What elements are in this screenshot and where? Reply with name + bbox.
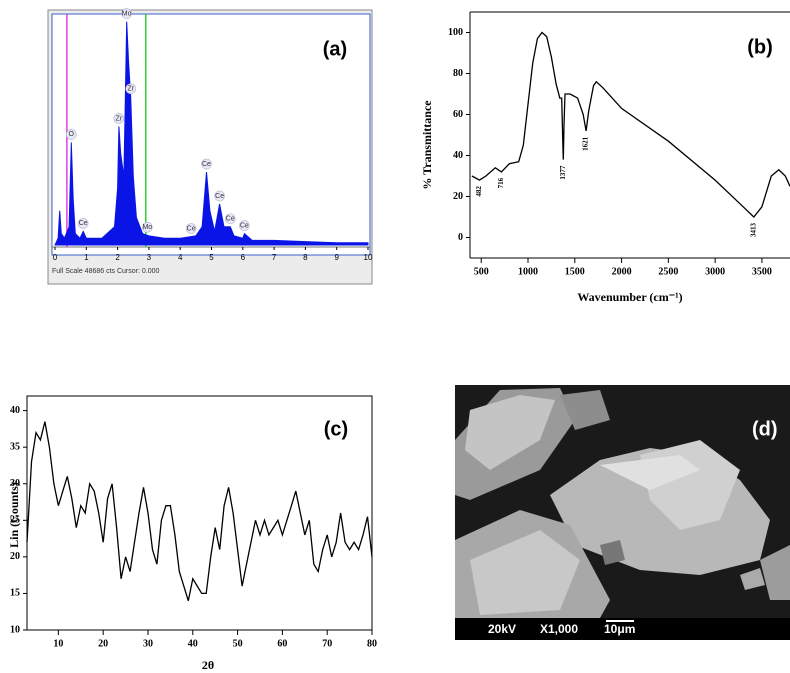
x-tick-label: 30 [143,638,153,649]
peak-label-bg [224,213,236,225]
x-tick-label: 2500 [658,266,678,277]
x-tick-label: 50 [233,638,243,649]
x-tick-label: 20 [98,638,108,649]
peak-annotation: 3413 [749,223,757,238]
sem-info: X1,000 [540,622,578,636]
peak-label-bg [113,113,125,124]
x-tick-label: 6 [241,253,246,262]
peak-label-bg [65,129,77,140]
peak-label-bg [214,190,225,202]
x-tick-label: 60 [277,638,287,649]
x-tick-label: 3500 [752,266,772,277]
y-tick-label: 25 [10,515,20,526]
x-tick-label: 7 [272,253,277,262]
peak-label: Zr [116,115,123,122]
x-axis-label: Wavenumber (cm⁻¹) [577,290,682,304]
x-tick-label: 10 [364,253,373,262]
peak-annotation: 716 [497,177,505,188]
y-tick-label: 40 [453,150,463,161]
peak-label-bg [125,83,137,95]
peak-label: Ce [240,222,249,229]
peak-label: O [69,131,75,138]
x-tick-label: 1000 [518,266,538,277]
data-line [26,421,373,601]
peak-label: Ce [187,225,196,232]
sem-particles [455,388,790,618]
x-tick-label: 4 [178,253,183,262]
sem-info: 20kV [488,622,516,636]
x-tick-label: 0 [53,253,58,262]
spectrum-area [54,21,369,246]
peak-label-bg [185,223,197,234]
y-tick-label: 20 [10,551,20,562]
y-tick-label: 40 [10,405,20,416]
y-tick-label: 35 [10,441,20,452]
x-tick-label: 10 [53,638,63,649]
panel-label: (a) [323,38,347,60]
peak-label-bg [77,218,89,229]
x-tick-label: 2 [115,253,120,262]
sem-info: 10μm [604,622,635,636]
x-tick-label: 5 [209,253,214,262]
peak-label: Mo [142,224,152,231]
y-tick-label: 10 [10,624,20,635]
y-tick-label: 100 [448,27,463,38]
x-tick-label: 80 [367,638,377,649]
y-tick-label: 20 [453,191,463,202]
x-tick-label: 8 [303,253,308,262]
peak-label: Ce [215,193,224,200]
edx-footer: Full Scale 48686 cts Cursor: 0.000 [52,268,159,275]
x-tick-label: 1500 [565,266,585,277]
axes-frame [26,395,373,631]
peak-label-bg [201,158,212,170]
y-axis-label: Lin (Counts) [7,482,21,548]
peak-label: Mo [122,10,132,17]
x-tick-label: 9 [334,253,339,262]
peak-annotation: 482 [475,186,483,197]
y-tick-label: 30 [10,478,20,489]
y-axis-label: % Transmittance [420,100,434,190]
y-tick-label: 15 [10,588,20,599]
panel-label: (c) [324,418,348,440]
x-tick-label: 3000 [705,266,725,277]
y-tick-label: 60 [453,109,463,120]
peak-annotation: 1377 [559,165,567,180]
x-tick-label: 2000 [612,266,632,277]
sem-info-bar [455,618,790,640]
peak-label-bg [121,8,132,19]
peak-label-bg [239,220,250,231]
peak-label: Ce [226,216,235,223]
data-line [471,31,790,218]
peak-label: Ce [202,161,211,168]
x-axis-label: 2θ [202,658,214,672]
x-tick-label: 500 [474,266,489,277]
panel-label: (b) [747,36,773,58]
x-tick-label: 3 [147,253,152,262]
x-tick-label: 1 [84,253,89,262]
peak-annotation: 1621 [582,136,590,151]
y-tick-label: 80 [453,68,463,79]
x-tick-label: 70 [322,638,332,649]
panel-label: (d) [752,418,778,440]
peak-label-bg [142,222,153,233]
peak-label: Ce [79,220,88,227]
peak-label: Zr [127,86,134,93]
x-tick-label: 40 [188,638,198,649]
y-tick-label: 0 [458,232,463,243]
